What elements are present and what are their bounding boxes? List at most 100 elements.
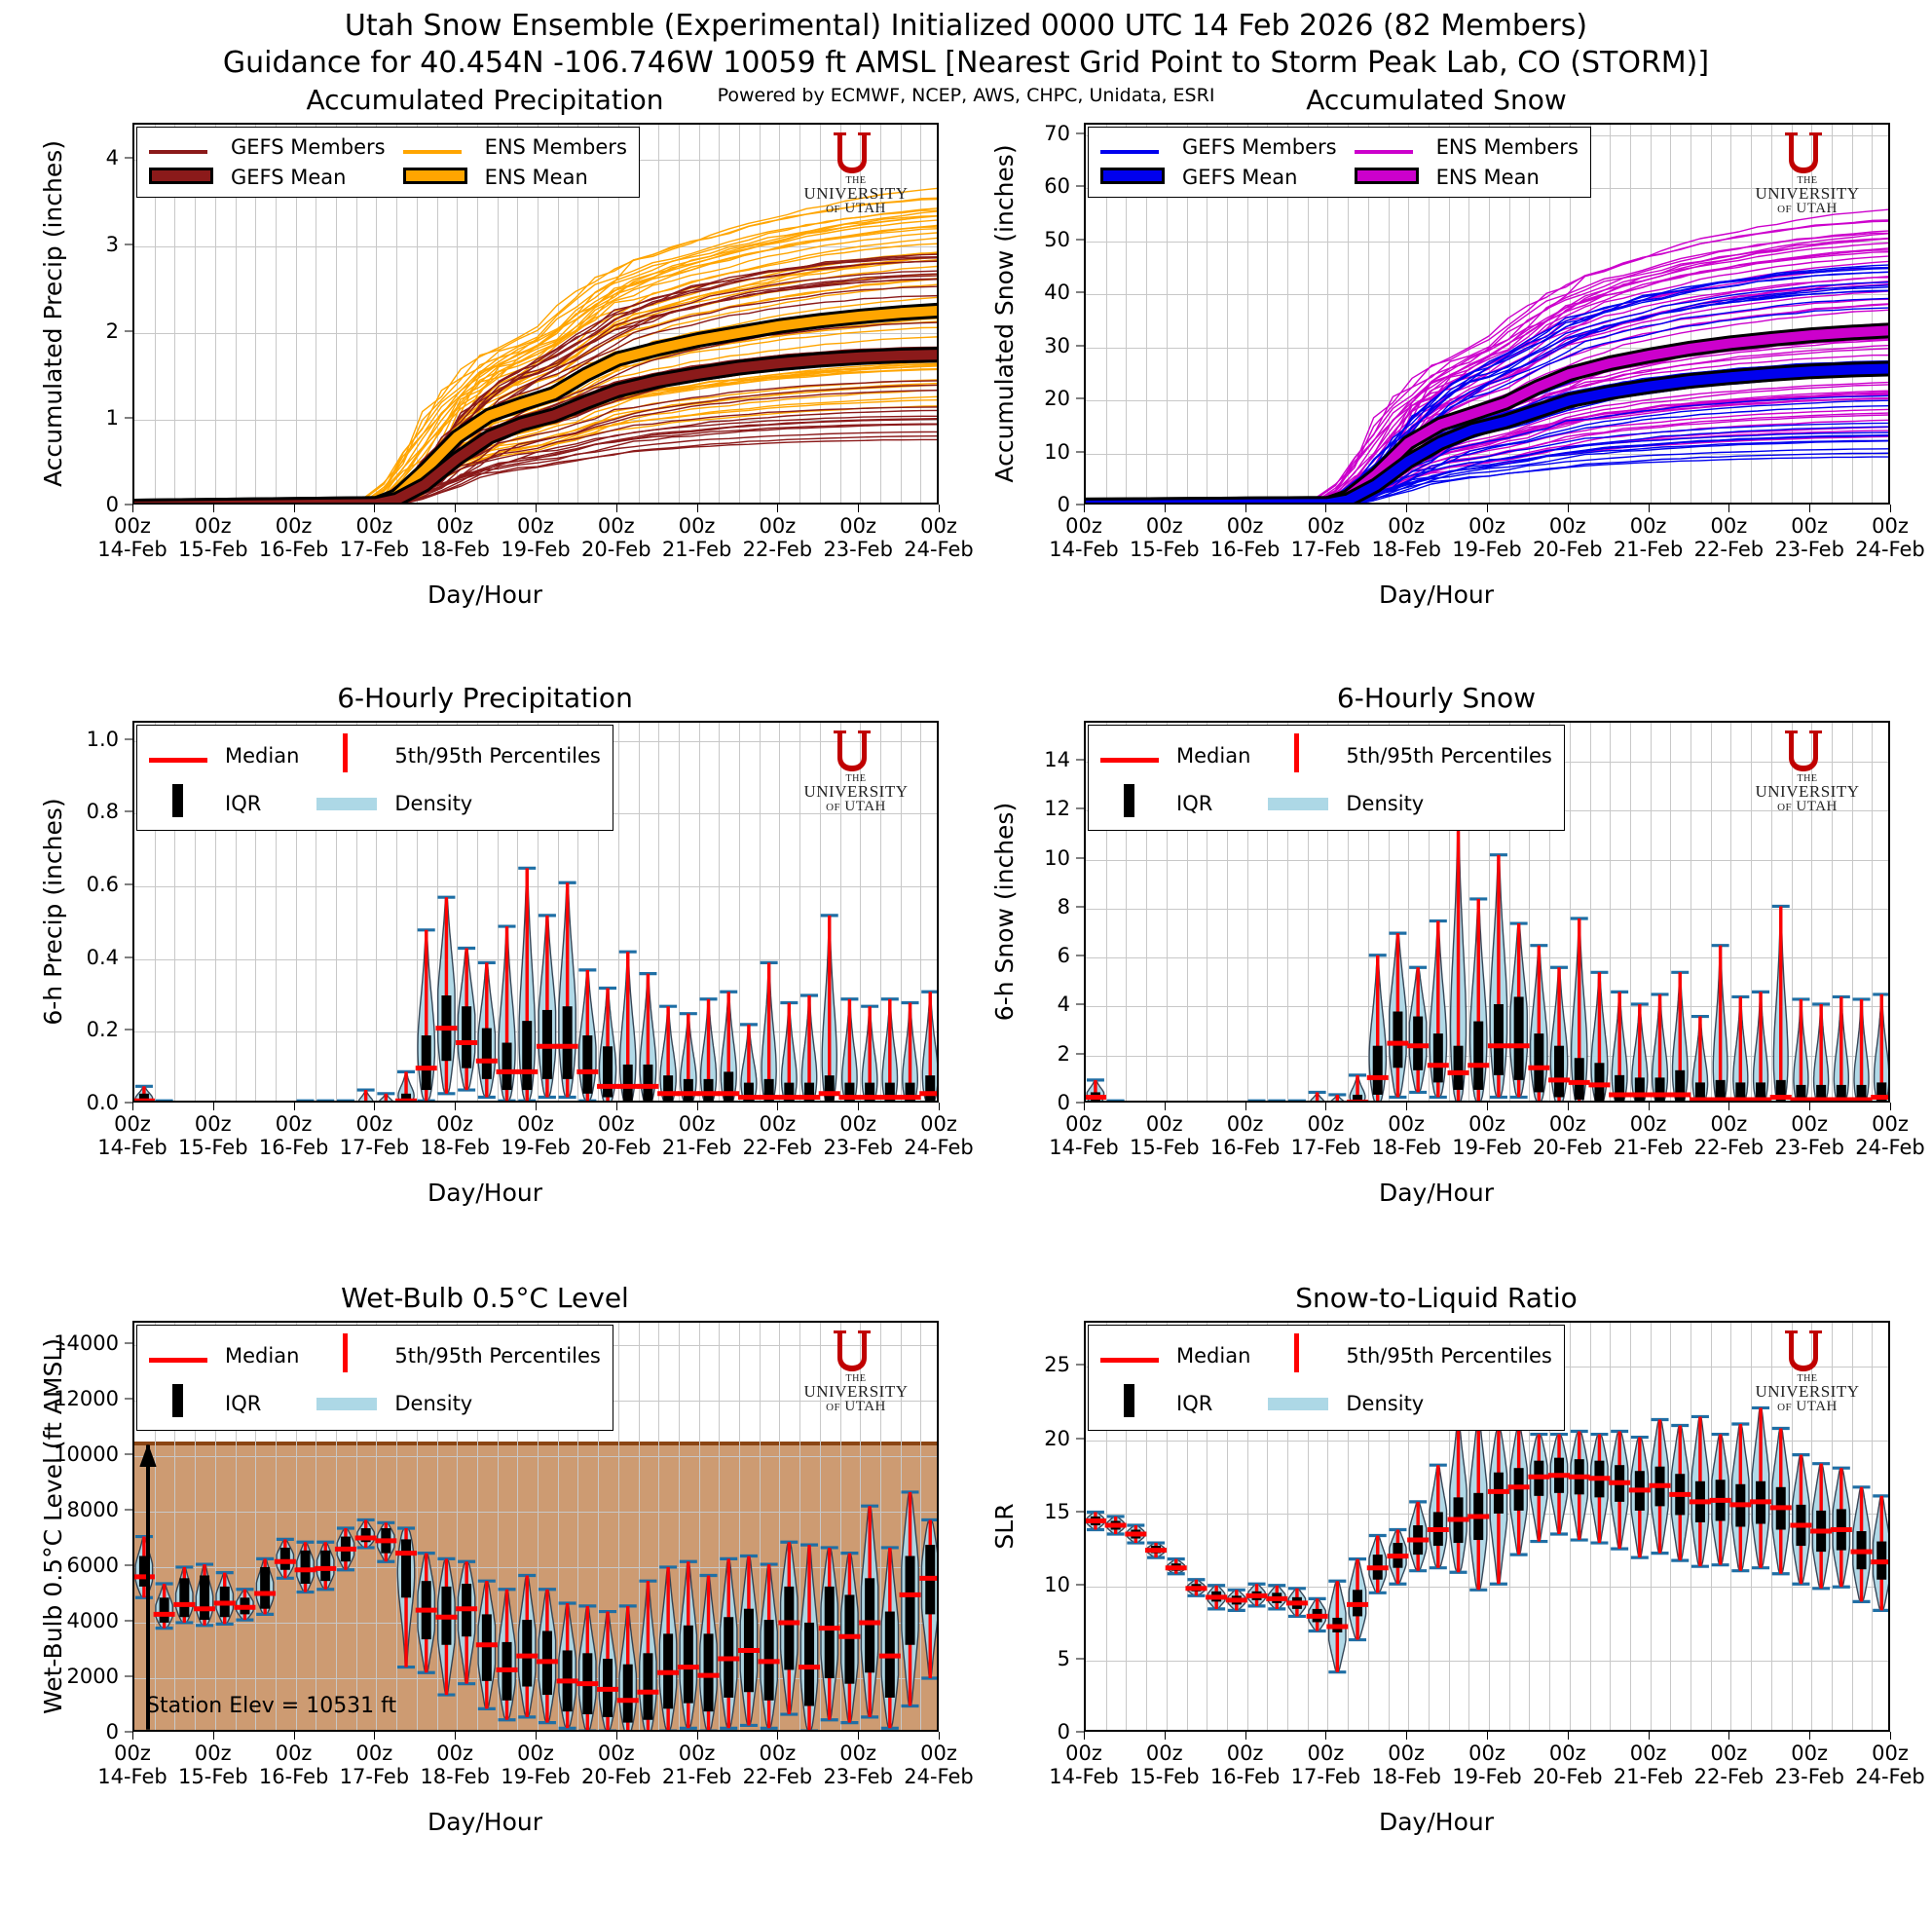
ensemble-member-line <box>1306 276 1888 503</box>
x-tick-day: 18-Feb <box>420 1765 490 1789</box>
y-tick-label: 14 <box>1044 748 1070 772</box>
gridline-vertical <box>1207 723 1208 1101</box>
x-tick-label: 00z 14-Feb <box>97 514 167 561</box>
x-axis-label: Day/Hour <box>1378 1808 1494 1836</box>
x-tick-label: 00z 20-Feb <box>581 514 650 561</box>
gridline-vertical <box>1246 1323 1248 1730</box>
gridline-vertical <box>1388 723 1390 1101</box>
ensemble-member-line <box>1343 412 1888 503</box>
legend-six-hourly-precipitation: Median 5th/95th Percentiles IQR Density <box>136 725 613 831</box>
gridline-vertical <box>416 723 418 1101</box>
iqr-bar <box>159 1597 169 1623</box>
data-layer-accumulated-snow <box>1086 208 1888 503</box>
ensemble-member-line <box>1350 399 1888 503</box>
x-tick-mark <box>1809 1732 1811 1740</box>
iqr-bar <box>522 1620 533 1687</box>
gridline-vertical <box>336 125 337 503</box>
x-tick-label: 00z 19-Feb <box>1452 1742 1521 1788</box>
x-tick-mark <box>293 505 295 512</box>
x-tick-hour: 00z <box>1629 514 1667 538</box>
mean-line-gefs-mean <box>134 350 937 503</box>
legend-label-median: Median <box>225 1343 300 1368</box>
iqr-bar <box>1594 1063 1605 1101</box>
gridline-vertical <box>1166 1323 1168 1730</box>
data-layer-six-hourly-precipitation <box>134 866 937 1101</box>
logo-the: THE <box>1797 1373 1818 1384</box>
logo-university: UNIVERSITY <box>1755 782 1860 801</box>
legend-swatch-iqr <box>149 784 207 822</box>
gridline-horizontal <box>1086 1660 1888 1662</box>
x-tick-hour: 00z <box>1065 1742 1102 1765</box>
x-tick-day: 17-Feb <box>339 1765 410 1789</box>
gridline-vertical <box>1348 1323 1350 1730</box>
x-axis-label: Day/Hour <box>1378 1179 1494 1207</box>
gridline-vertical <box>719 723 721 1101</box>
x-tick-day: 22-Feb <box>1693 1765 1765 1789</box>
ensemble-member-line <box>1314 397 1888 503</box>
gridline-vertical <box>1508 125 1510 503</box>
x-tick-mark <box>1164 1103 1166 1110</box>
logo-utah: OF UTAH <box>1777 799 1838 814</box>
x-tick-mark <box>1809 1103 1811 1110</box>
x-tick-day: 21-Feb <box>1613 1136 1684 1160</box>
x-tick-hour: 00z <box>114 1742 151 1765</box>
x-tick-mark <box>858 1103 860 1110</box>
legend-swatch-gefs-mean <box>1100 166 1165 189</box>
x-tick-hour: 00z <box>1145 1742 1183 1765</box>
x-tick-mark <box>615 1103 617 1110</box>
gridline-vertical <box>1489 125 1490 503</box>
y-tick-label: 2 <box>105 318 119 343</box>
iqr-bar <box>462 1006 472 1068</box>
gridline-vertical <box>255 1323 257 1730</box>
gridline-vertical <box>396 723 398 1101</box>
y-tick-mark <box>125 1731 132 1733</box>
legend-label-density: Density <box>394 791 473 815</box>
legend-label-iqr: IQR <box>1176 1391 1213 1415</box>
x-tick-hour: 00z <box>1388 514 1426 538</box>
x-tick-hour: 00z <box>678 1742 716 1765</box>
ensemble-member-line <box>1201 268 1888 503</box>
gridline-vertical <box>839 1323 841 1730</box>
gridline-vertical <box>1146 1323 1148 1730</box>
ensemble-member-line <box>350 294 937 503</box>
x-tick-mark <box>1245 1103 1246 1110</box>
gridline-vertical <box>799 723 801 1101</box>
ensemble-member-line <box>1355 434 1888 503</box>
x-tick-day: 15-Feb <box>178 1765 248 1789</box>
x-tick-mark <box>1245 505 1246 512</box>
gridline-vertical <box>355 125 357 503</box>
ensemble-member-line <box>349 224 937 503</box>
logo-utah: OF UTAH <box>826 1399 886 1414</box>
gridline-vertical <box>1408 125 1410 503</box>
iqr-bar <box>844 1082 855 1101</box>
legend-snow-to-liquid-ratio: Median 5th/95th Percentiles IQR Density <box>1088 1325 1565 1431</box>
y-tick-label: 0.6 <box>86 873 119 896</box>
gridline-vertical <box>497 125 499 503</box>
gridline-vertical <box>1629 1323 1631 1730</box>
x-tick-day: 22-Feb <box>1693 538 1765 562</box>
x-tick-label: 00z 24-Feb <box>904 1742 973 1788</box>
x-tick-mark <box>1890 1103 1891 1110</box>
gridline-vertical <box>1146 125 1148 503</box>
ensemble-member-line <box>381 380 937 503</box>
x-tick-label: 00z 16-Feb <box>1210 514 1280 561</box>
ensemble-member-line <box>379 438 937 503</box>
x-tick-label: 00z 17-Feb <box>340 514 409 561</box>
gridline-vertical <box>1146 723 1148 1101</box>
legend-swatch-median <box>149 744 207 768</box>
gridline-vertical <box>617 723 619 1101</box>
gridline-vertical <box>396 1323 398 1730</box>
iqr-bar <box>804 1622 815 1706</box>
gridline-vertical <box>1751 1323 1753 1730</box>
gridline-vertical <box>1489 1323 1490 1730</box>
x-tick-mark <box>696 1732 698 1740</box>
y-tick-mark <box>125 738 132 740</box>
x-axis-label: Day/Hour <box>1378 581 1494 609</box>
x-tick-hour: 00z <box>114 1112 151 1136</box>
x-tick-label: 00z 21-Feb <box>1614 1742 1683 1788</box>
x-tick-day: 20-Feb <box>1533 538 1603 562</box>
y-tick-label: 15 <box>1044 1499 1070 1523</box>
y-tick-label: 60 <box>1044 174 1070 199</box>
x-tick-label: 00z 15-Feb <box>1130 1112 1199 1159</box>
gridline-vertical <box>1287 1323 1288 1730</box>
